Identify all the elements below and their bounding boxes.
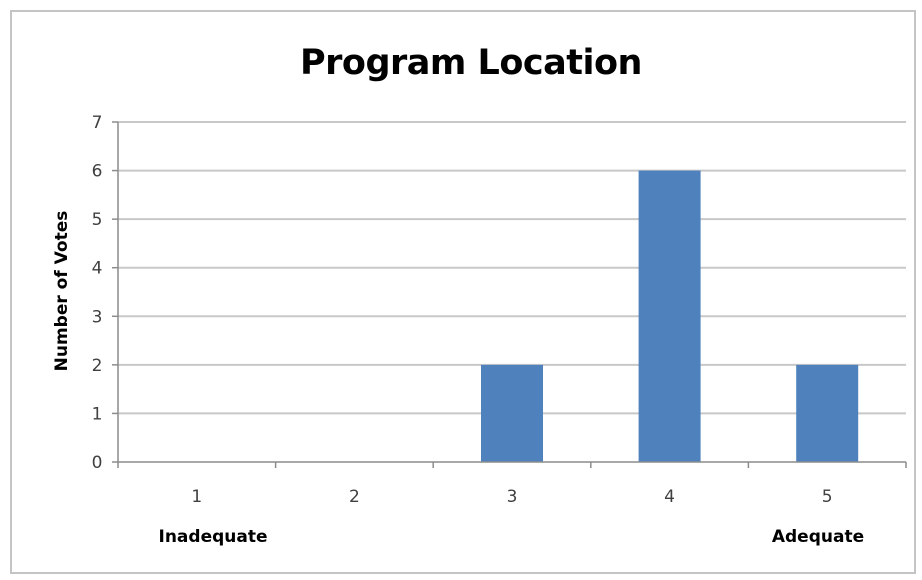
bar-5: [796, 364, 859, 462]
gridlines: [118, 121, 906, 415]
x-tick-label: 4: [664, 487, 675, 507]
y-tick-label: 2: [92, 356, 103, 376]
bar-4: [638, 170, 701, 463]
chart-frame: [10, 10, 916, 574]
y-axis-ticks: 0 1 2 3 4 5 6 7: [92, 113, 118, 473]
x-tick-label: 3: [507, 487, 518, 507]
y-tick-label: 0: [92, 453, 103, 473]
chart-title: Program Location: [300, 43, 642, 83]
y-tick-label: 7: [92, 113, 103, 133]
x-tick-label: 2: [349, 487, 360, 507]
y-tick-label: 3: [92, 307, 103, 327]
axes: [117, 122, 906, 463]
bars: [481, 170, 859, 463]
bar-3: [481, 364, 543, 462]
low-end-label: Inadequate: [159, 527, 268, 547]
y-tick-label: 1: [92, 404, 103, 424]
x-tick-label: 1: [191, 487, 202, 507]
y-tick-label: 4: [92, 259, 103, 279]
x-axis-ticks: 1 2 3 4 5: [117, 462, 907, 507]
x-tick-label: 5: [822, 487, 833, 507]
y-tick-label: 6: [92, 162, 103, 182]
high-end-label: Adequate: [772, 527, 864, 547]
y-axis-title: Number of Votes: [52, 211, 72, 372]
y-tick-label: 5: [92, 210, 103, 230]
